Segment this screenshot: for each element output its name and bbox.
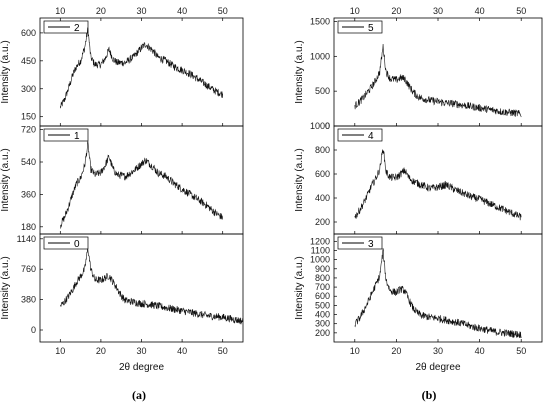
x-tick-label: 30 [136,346,146,356]
series-line-3 [354,248,522,339]
y-axis-label: Intensity (a.u.) [0,148,11,211]
y-tick-label: 200 [315,328,330,338]
x-tick-label: 20 [391,346,401,356]
y-tick-label: 450 [21,56,36,66]
x-tick-label: 20 [96,346,106,356]
y-tick-label: 900 [315,264,330,274]
y-tick-label: 600 [315,291,330,301]
y-tick-label: 800 [315,145,330,155]
y-tick-label: 180 [21,222,36,232]
x-tick-label: 30 [433,346,443,356]
legend: 3 [337,236,383,250]
x-tick-label-top: 20 [391,6,401,16]
y-tick-label: 540 [21,157,36,167]
y-tick-label: 500 [315,300,330,310]
y-axis-label: Intensity (a.u.) [294,256,305,319]
y-tick-label: 380 [21,295,36,305]
legend-label: 3 [368,239,374,250]
y-tick-label: 1500 [310,16,330,26]
x-axis-label: 2θ degree [415,362,460,373]
x-tick-label-top: 50 [516,6,526,16]
plot-b-top: 0 500 1000 1500 10 20 30 40 50 Intensity (a.u.) 5 [294,6,543,131]
legend: 1 [43,128,89,142]
y-tick-label: 700 [315,282,330,292]
y-tick-label: 0 [325,121,330,131]
x-tick-label-top: 40 [475,6,485,16]
series-line-2 [60,27,223,109]
x-tick-label: 40 [475,346,485,356]
y-tick-label: 1000 [310,255,330,265]
plot-a-top: 150 300 450 600 10 20 30 40 50 Intensity (a.u.) 2 [0,6,244,127]
legend-label: 2 [74,23,80,34]
x-tick-label: 50 [516,346,526,356]
y-tick-label: 500 [315,86,330,96]
x-tick-label-top: 20 [96,6,106,16]
legend: 5 [337,20,383,34]
legend-label: 0 [74,239,80,250]
legend: 2 [43,20,89,34]
x-tick-label: 40 [177,346,187,356]
y-tick-label: 600 [315,169,330,179]
legend-label: 4 [368,131,374,142]
series-line-4 [354,149,522,221]
y-tick-label: 1100 [311,245,330,255]
y-axis-label: Intensity (a.u.) [294,40,305,103]
y-axis-label: Intensity (a.u.) [0,256,11,319]
panel-b-label: (b) [422,388,437,402]
x-tick-label-top: 30 [433,6,443,16]
series-line-0 [60,248,244,325]
y-tick-label: 400 [315,193,330,203]
series-line-1 [60,140,223,229]
plot-a-middle: 180 360 540 720 Intensity (a.u.) 1 [0,125,244,235]
series-line-5 [354,44,522,118]
legend-label: 5 [368,23,374,34]
y-tick-label: 1200 [310,236,330,246]
plot-b-middle: 200 400 600 800 1000 Intensity (a.u.) 4 [294,121,543,235]
y-tick-label: 400 [315,310,330,320]
y-tick-label: 300 [315,319,330,329]
y-tick-label: 0 [31,325,36,335]
y-tick-label: 1140 [17,234,36,244]
x-tick-label-top: 10 [350,6,360,16]
x-axis-label: 2θ degree [119,362,164,373]
y-tick-label: 720 [21,125,36,135]
x-tick-label: 50 [218,346,228,356]
x-tick-label: 10 [350,346,360,356]
x-tick-label-top: 10 [55,6,65,16]
y-tick-label: 1000 [310,51,330,61]
legend: 4 [337,128,383,142]
legend-label: 1 [74,131,80,142]
y-tick-label: 600 [21,28,36,38]
y-tick-label: 360 [21,189,36,199]
panel-a-label: (a) [132,388,146,402]
x-tick-label: 10 [55,346,65,356]
x-tick-label-top: 40 [177,6,187,16]
y-tick-label: 200 [315,217,330,227]
legend: 0 [43,236,89,250]
y-tick-label: 150 [21,112,36,122]
y-tick-label: 760 [21,264,36,274]
y-tick-label: 1000 [310,121,330,131]
y-tick-label: 300 [21,84,36,94]
y-tick-label: 800 [315,273,330,283]
plot-a-bottom: 0 380 760 1140 10 20 30 40 50 Intensity (a.u.) 2θ … [0,233,244,373]
x-tick-label-top: 30 [136,6,146,16]
y-axis-label: Intensity (a.u.) [0,40,11,103]
x-tick-label-top: 50 [218,6,228,16]
y-axis-label: Intensity (a.u.) [294,148,305,211]
